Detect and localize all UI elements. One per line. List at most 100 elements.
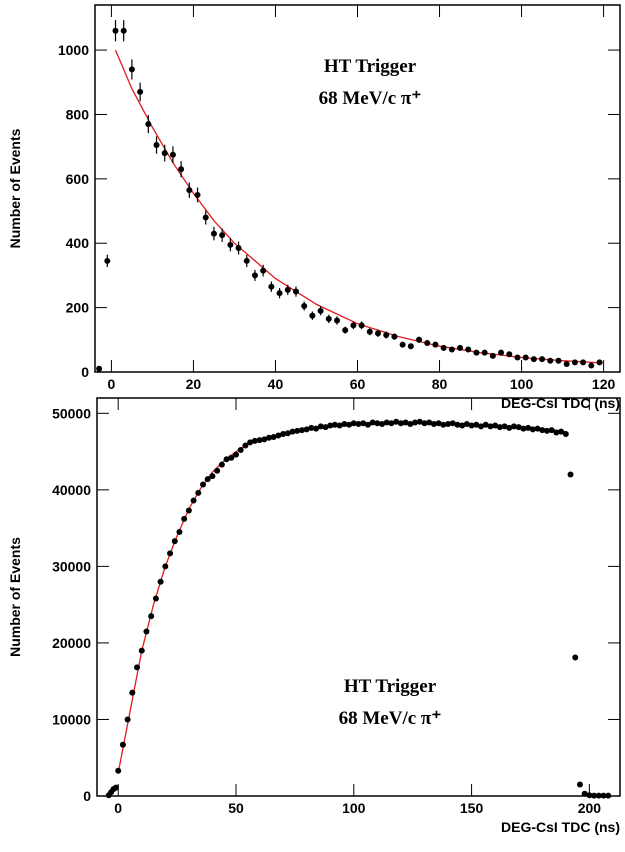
data-point xyxy=(268,283,275,290)
data-point xyxy=(412,419,419,426)
data-point xyxy=(465,346,472,353)
data-point xyxy=(235,245,242,252)
y-tick-label: 20000 xyxy=(52,635,91,651)
data-point xyxy=(432,341,439,348)
data-point xyxy=(129,689,136,696)
x-tick-label: 50 xyxy=(228,800,244,816)
data-point xyxy=(596,359,603,366)
data-point xyxy=(210,230,217,237)
data-point xyxy=(251,272,258,279)
data-point xyxy=(256,437,263,444)
data-point xyxy=(327,422,334,429)
data-point xyxy=(506,351,513,358)
data-point xyxy=(586,792,593,799)
y-tick-label: 0 xyxy=(83,788,91,804)
data-point xyxy=(190,497,197,504)
data-point xyxy=(204,476,211,483)
data-point xyxy=(284,430,291,437)
data-point xyxy=(520,425,527,432)
data-point xyxy=(481,349,488,356)
data-point xyxy=(346,421,353,428)
data-point xyxy=(228,454,235,461)
data-point xyxy=(562,430,569,437)
data-point xyxy=(214,467,221,474)
plot-frame xyxy=(96,397,621,797)
data-point xyxy=(112,784,119,791)
data-point xyxy=(539,427,546,434)
data-point xyxy=(402,419,409,426)
data-point xyxy=(115,767,122,774)
data-point xyxy=(243,257,250,264)
y-tick-label: 600 xyxy=(66,171,90,187)
data-point xyxy=(571,359,578,366)
data-point xyxy=(482,421,489,428)
data-point xyxy=(292,288,299,295)
data-point xyxy=(416,418,423,425)
data-point xyxy=(498,349,505,356)
x-tick-label: 0 xyxy=(114,800,122,816)
x-tick-label: 40 xyxy=(268,376,284,392)
data-point xyxy=(459,422,466,429)
data-point xyxy=(454,421,461,428)
y-tick-label: 200 xyxy=(66,300,90,316)
data-point xyxy=(457,344,464,351)
x-tick-label: 80 xyxy=(432,376,448,392)
data-point xyxy=(355,421,362,428)
data-point xyxy=(124,716,131,723)
data-point xyxy=(280,430,287,437)
data-point xyxy=(364,421,371,428)
data-point xyxy=(534,425,541,432)
data-point xyxy=(223,456,230,463)
data-point xyxy=(591,792,598,799)
data-point xyxy=(492,422,499,429)
data-point xyxy=(529,426,536,433)
data-point xyxy=(219,232,226,239)
data-point xyxy=(449,420,456,427)
data-point xyxy=(317,423,324,430)
data-point xyxy=(388,420,395,427)
data-point xyxy=(548,427,555,434)
x-tick-label: 200 xyxy=(578,800,602,816)
data-point xyxy=(137,88,144,95)
data-point xyxy=(237,447,244,454)
data-point xyxy=(391,333,398,340)
annotation: 68 MeV/c π⁺ xyxy=(339,708,442,729)
data-point xyxy=(134,664,141,671)
data-point xyxy=(350,322,357,329)
data-point xyxy=(473,421,480,428)
data-point xyxy=(407,421,414,428)
data-point xyxy=(202,214,209,221)
data-point xyxy=(530,356,537,363)
data-point xyxy=(515,424,522,431)
annotation: HT Trigger xyxy=(324,56,417,77)
data-point xyxy=(298,427,305,434)
data-point xyxy=(161,150,168,157)
data-point xyxy=(478,423,485,430)
data-point xyxy=(375,330,382,337)
data-point xyxy=(595,792,602,799)
data-point xyxy=(539,356,546,363)
data-point xyxy=(430,421,437,428)
data-point xyxy=(227,241,234,248)
data-point xyxy=(407,343,414,350)
data-point xyxy=(181,515,188,522)
data-point xyxy=(331,421,338,428)
data-point xyxy=(416,336,423,343)
data-point xyxy=(209,473,216,480)
data-point xyxy=(383,331,390,338)
data-point xyxy=(322,424,329,431)
data-point xyxy=(393,418,400,425)
data-point xyxy=(195,489,202,496)
data-point xyxy=(336,422,343,429)
data-point xyxy=(167,550,174,557)
data-point xyxy=(487,423,494,430)
data-point xyxy=(157,578,164,585)
data-point xyxy=(424,340,431,347)
data-point xyxy=(303,426,310,433)
data-point xyxy=(186,187,193,194)
y-axis-label: Number of Events xyxy=(7,128,23,248)
data-point xyxy=(588,362,595,369)
data-point xyxy=(171,538,178,545)
data-point xyxy=(366,328,373,335)
